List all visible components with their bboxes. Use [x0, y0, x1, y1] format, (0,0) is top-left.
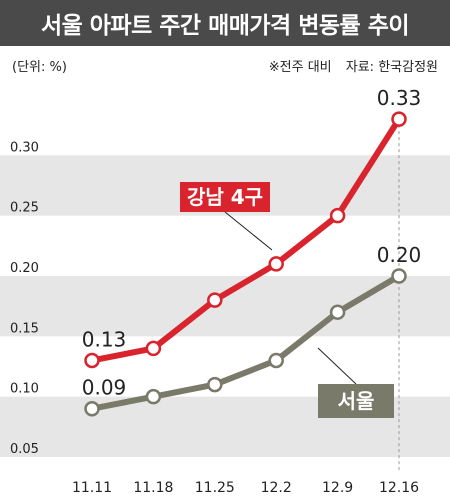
y-tick-label: 0.25 — [10, 201, 39, 216]
unit-label: (단위: %) — [12, 60, 67, 75]
series-tag-box — [180, 182, 270, 212]
data-source: 자료: 한국감정원 — [345, 60, 438, 75]
data-point — [391, 111, 407, 127]
x-tick-label: 11.11 — [72, 480, 112, 496]
series-line-1 — [89, 273, 402, 412]
y-tick-label: 0.10 — [10, 382, 39, 397]
data-point — [84, 352, 100, 369]
data-label: 0.20 — [377, 243, 422, 267]
series-name-label: 강남 4구 — [187, 185, 263, 209]
data-point — [84, 400, 100, 417]
data-point — [329, 207, 346, 224]
series-tag-box — [318, 384, 394, 418]
series-name-label: 서울 — [338, 389, 375, 413]
data-label: 0.09 — [82, 376, 127, 400]
data-point — [145, 388, 162, 405]
x-tick-label: 11.18 — [133, 480, 173, 496]
data-point — [329, 304, 346, 320]
x-tick-label: 11.25 — [195, 480, 235, 496]
x-tick-label: 12.16 — [379, 480, 419, 496]
data-point — [145, 340, 162, 357]
data-label: 0.33 — [377, 86, 422, 110]
y-tick-label: 0.15 — [10, 321, 39, 336]
data-point — [268, 352, 284, 369]
series-tag-leader-line — [317, 347, 357, 385]
series-line-0 — [89, 116, 402, 364]
data-label: 0.13 — [82, 327, 127, 351]
chart-title: 서울 아파트 주간 매매가격 변동률 추이 — [0, 0, 450, 46]
x-tick-label: 12.2 — [261, 480, 292, 496]
series-tag-leader-line — [224, 211, 273, 251]
grid-band-1 — [0, 276, 450, 337]
comparison-note: ※전주 대비 — [268, 60, 332, 75]
chart-title-text: 서울 아파트 주간 매매가격 변동률 추이 — [40, 13, 410, 39]
x-tick-label: 12.9 — [322, 480, 353, 496]
y-tick-label: 0.30 — [10, 140, 39, 155]
data-point — [207, 292, 223, 308]
y-tick-label: 0.20 — [10, 261, 39, 276]
data-point — [207, 376, 223, 393]
y-tick-label: 0.05 — [10, 442, 39, 457]
data-point — [268, 256, 284, 272]
chart-meta: ※전주 대비 자료: 한국감정원 — [259, 56, 438, 75]
data-point — [391, 268, 407, 284]
